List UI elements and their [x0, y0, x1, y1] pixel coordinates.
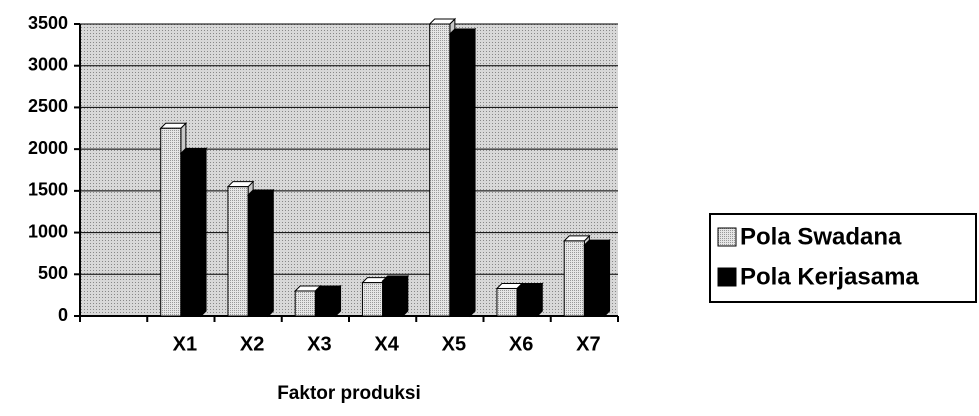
bar-side [402, 274, 409, 318]
y-tick-label: 1500 [28, 180, 68, 200]
y-tick-label: 3000 [28, 54, 68, 74]
x-tick-label: X7 [576, 333, 600, 355]
y-tick-label: 3500 [28, 13, 68, 33]
x-tick-label: X3 [307, 333, 331, 355]
x-tick-label: X4 [374, 333, 399, 355]
bar [294, 290, 316, 317]
bar-cap [246, 189, 275, 196]
bar [227, 186, 249, 317]
bar [516, 287, 538, 317]
x-axis-title: Faktor produksi [277, 383, 421, 404]
x-tick-label: X5 [442, 333, 466, 355]
bar-cap [515, 282, 544, 289]
bar [180, 152, 202, 317]
bar-cap [448, 28, 477, 35]
bar-side [469, 27, 476, 318]
y-tick-label: 2500 [28, 96, 68, 116]
bar-side [200, 147, 207, 318]
bar-side [604, 238, 611, 318]
y-tick-label: 0 [58, 305, 68, 325]
bar [563, 240, 585, 317]
bar [449, 33, 471, 317]
bar [247, 194, 269, 317]
bar-cap [583, 239, 611, 246]
bar [314, 290, 337, 317]
legend-swatch [717, 267, 737, 287]
bar [496, 287, 518, 317]
y-tick-label: 1000 [28, 221, 68, 241]
bar [382, 280, 404, 317]
bar [429, 23, 451, 317]
x-tick-label: X1 [173, 333, 197, 355]
bar-cap [159, 122, 188, 129]
bar-side [267, 188, 274, 318]
legend-box [709, 213, 977, 303]
legend-label: Pola Kerjasama [740, 263, 919, 290]
x-tick-label: X6 [509, 333, 533, 355]
bar [361, 282, 384, 317]
y-tick-label: 500 [38, 263, 68, 283]
bar-cap [314, 285, 342, 292]
bar-cap [428, 18, 457, 25]
legend-swatch [717, 227, 737, 247]
bar-cap [179, 147, 208, 154]
legend-label: Pola Swadana [740, 223, 902, 250]
bar [583, 244, 606, 317]
bar-cap [226, 181, 255, 188]
bar [160, 127, 182, 317]
x-tick-label: X2 [240, 333, 264, 355]
y-tick-label: 2000 [28, 138, 68, 158]
bar-cap [381, 275, 410, 282]
bar-cap [562, 235, 591, 242]
